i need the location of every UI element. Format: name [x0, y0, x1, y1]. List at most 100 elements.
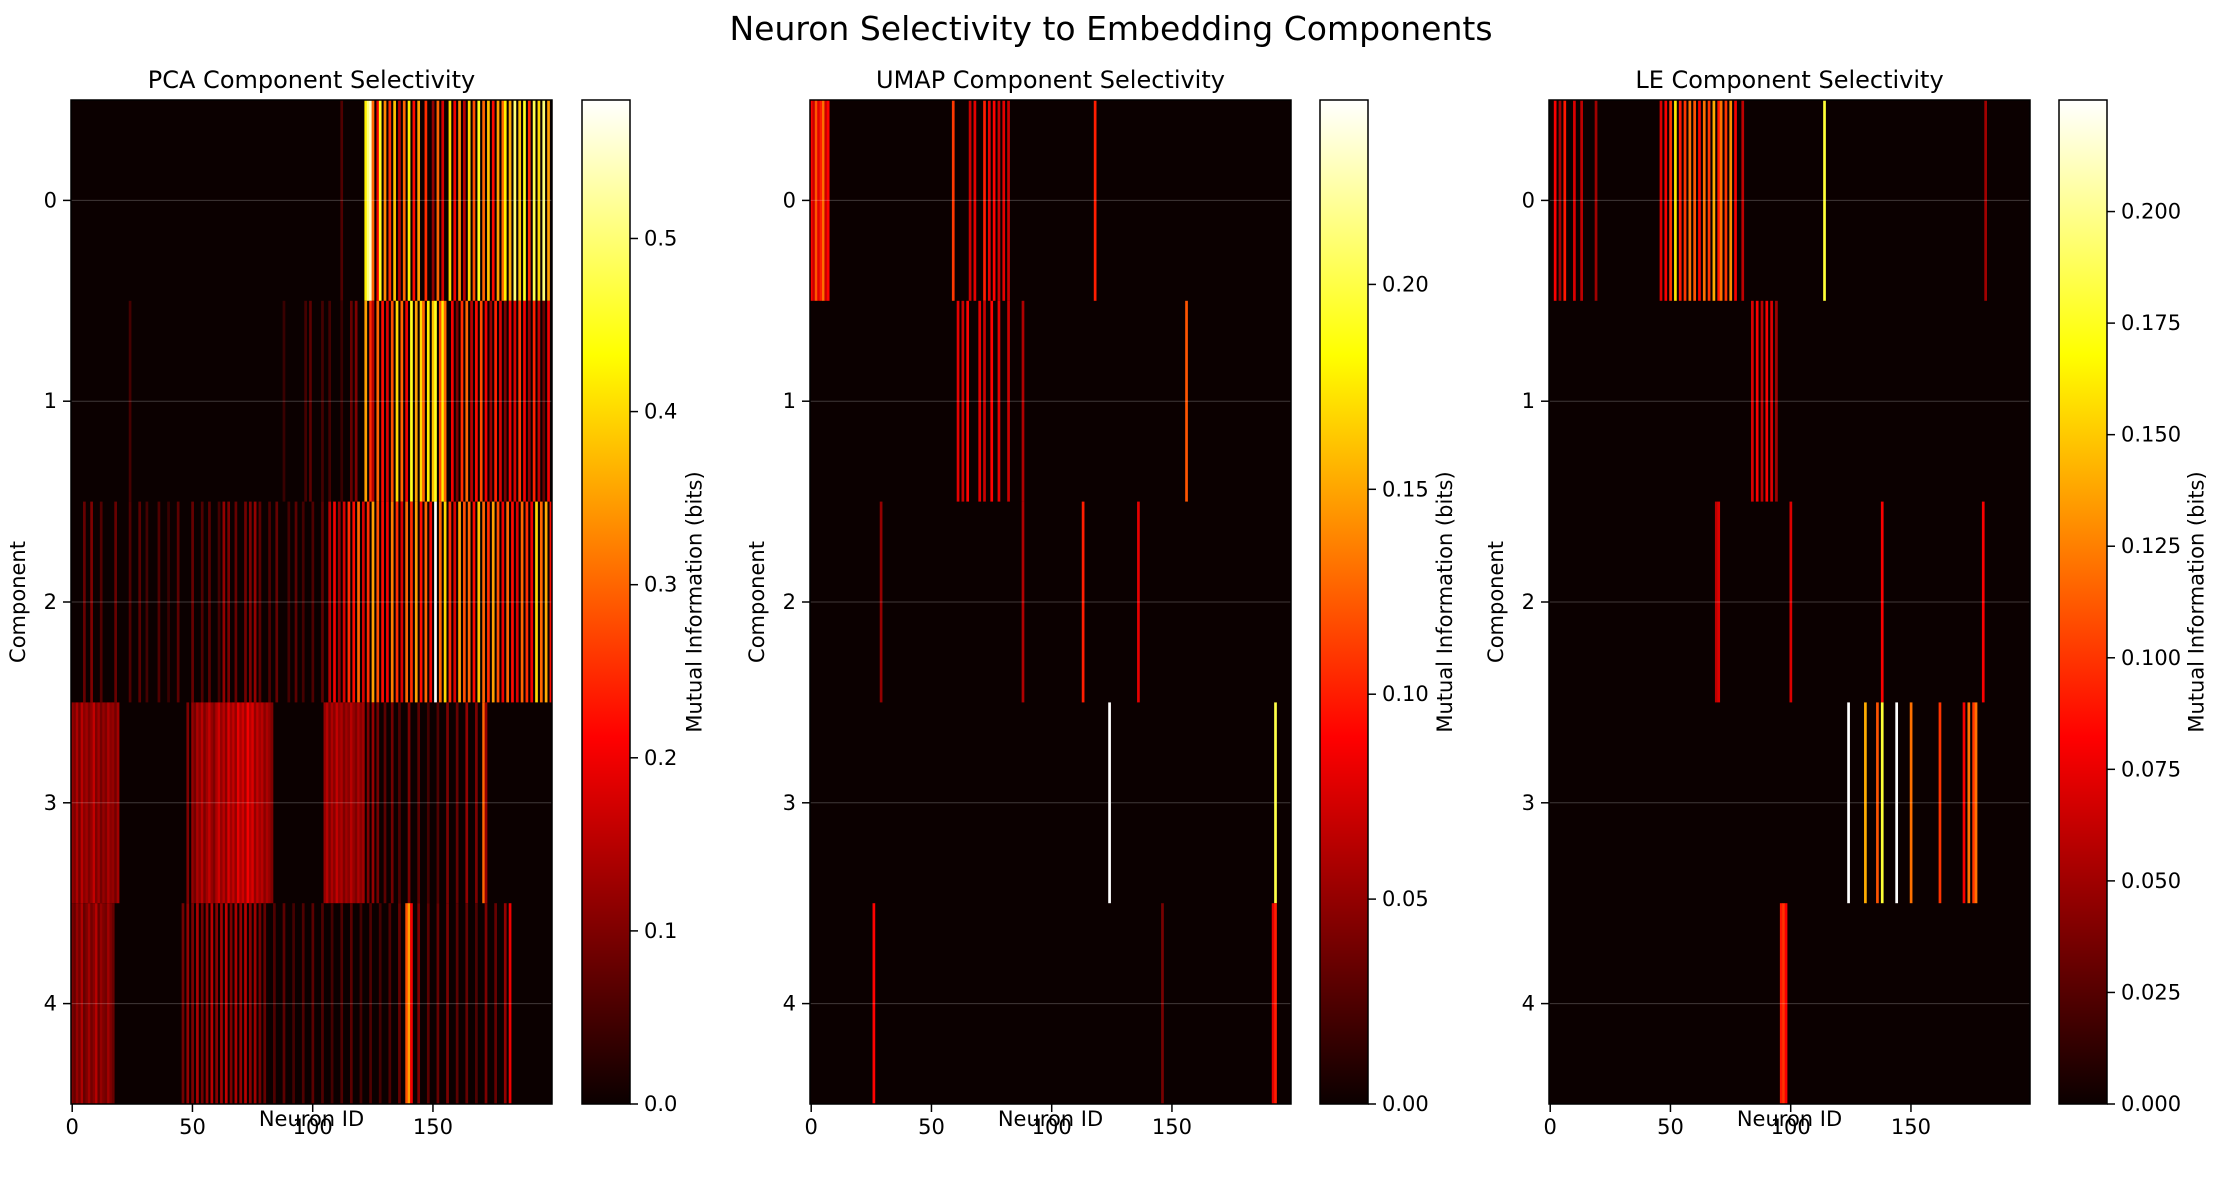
- heatmap-cell: [1712, 100, 1716, 301]
- y-tick-label: 0: [1522, 188, 1535, 212]
- heatmap-cell: [167, 501, 170, 703]
- heatmap-cell: [537, 300, 541, 502]
- y-tick-label: 3: [1522, 791, 1535, 815]
- heatmap-cell: [246, 702, 250, 904]
- x-axis-label: Neuron ID: [1737, 1107, 1842, 1131]
- heatmap-cell: [157, 501, 161, 703]
- y-axis-label: Component: [6, 541, 30, 663]
- x-axis-label: Neuron ID: [998, 1107, 1103, 1131]
- colorbar-tick-label: 0.00: [1382, 1092, 1429, 1116]
- heatmap-cell: [301, 501, 305, 703]
- heatmap-cell: [275, 501, 279, 703]
- heatmap-cell: [494, 903, 497, 1104]
- x-axis-label: Neuron ID: [259, 1107, 364, 1131]
- colorbar-tick-label: 0.150: [2121, 423, 2181, 447]
- heatmap-cell: [75, 702, 79, 904]
- heatmap-cell: [381, 501, 384, 703]
- heatmap-cell: [349, 702, 353, 904]
- heatmap-cell: [441, 100, 445, 301]
- heatmap-cell: [1775, 300, 1778, 502]
- heatmap-cell: [234, 501, 238, 703]
- heatmap-cell: [513, 100, 517, 301]
- heatmap-cell: [1021, 300, 1025, 502]
- heatmap-cell: [405, 903, 408, 1104]
- heatmap-cell: [347, 702, 351, 904]
- x-tick-label: 100: [1771, 1115, 1811, 1139]
- heatmap-cell: [227, 702, 231, 904]
- heatmap-cell: [1770, 300, 1773, 502]
- heatmap-cell: [265, 702, 269, 904]
- colorbar-frame: [581, 99, 631, 1105]
- heatmap-cell: [455, 702, 459, 904]
- heatmap-cell: [205, 702, 209, 904]
- heatmap-cell: [191, 501, 194, 703]
- heatmap-cell: [814, 100, 818, 301]
- heatmap-cell: [434, 300, 437, 502]
- heatmap-cell: [400, 300, 404, 502]
- heatmap-cell: [819, 100, 823, 301]
- heatmap-cell: [99, 903, 103, 1104]
- heatmap-cell: [210, 702, 214, 904]
- heatmap-cell: [261, 702, 264, 904]
- heatmap-cell: [1185, 300, 1188, 502]
- heatmap-cell: [527, 300, 531, 502]
- panel-title: UMAP Component Selectivity: [876, 66, 1225, 94]
- heatmap-cell: [479, 300, 483, 502]
- heatmap-cell: [501, 100, 505, 301]
- heatmap-cell: [268, 501, 271, 703]
- heatmap-cell: [973, 100, 977, 301]
- heatmap-cell: [826, 100, 830, 301]
- heatmap-cell: [244, 501, 247, 703]
- heatmap-cell: [1108, 702, 1111, 904]
- heatmap-cell: [532, 300, 536, 502]
- heatmap-cell: [968, 100, 972, 301]
- heatmap-cell: [1974, 702, 1978, 904]
- heatmap-cell: [200, 903, 204, 1104]
- heatmap-cell: [205, 903, 209, 1104]
- heatmap-cell: [200, 702, 204, 904]
- heatmap-cell: [1729, 100, 1733, 301]
- heatmap-cell: [405, 501, 408, 703]
- heatmap-cell: [817, 100, 820, 301]
- heatmap-cell: [102, 903, 105, 1104]
- heatmap-cell: [1724, 100, 1728, 301]
- heatmap-cell: [222, 501, 226, 703]
- heatmap-cell: [1765, 300, 1769, 502]
- heatmap-cell: [371, 100, 375, 301]
- heatmap-cell: [328, 501, 332, 703]
- heatmap-cell: [527, 100, 531, 301]
- heatmap-cell: [448, 501, 452, 703]
- heatmap-cell: [301, 903, 305, 1104]
- heatmap-cell: [97, 903, 101, 1104]
- heatmap-cell: [410, 300, 413, 502]
- heatmap-cell: [248, 903, 252, 1104]
- heatmap-cell: [244, 903, 247, 1104]
- heatmap-cell: [1678, 100, 1682, 301]
- x-tick-label: 100: [293, 1115, 333, 1139]
- heatmap-cell: [1093, 100, 1097, 301]
- heatmap-cell: [1688, 100, 1692, 301]
- heatmap-cell: [477, 100, 481, 301]
- colorbar-tick-label: 0.10: [1382, 682, 1429, 706]
- heatmap-cell: [345, 702, 348, 904]
- y-axis-label: Component: [745, 541, 769, 663]
- heatmap-cell: [186, 702, 190, 904]
- heatmap-cell: [311, 903, 315, 1104]
- heatmap-cell: [371, 501, 375, 703]
- heatmap-cell: [431, 100, 435, 301]
- colorbar-tick-label: 0.3: [644, 573, 677, 597]
- heatmap-cell: [393, 100, 396, 301]
- heatmap-cell: [477, 501, 481, 703]
- heatmap-cell: [362, 501, 365, 703]
- heatmap-cell: [200, 501, 204, 703]
- heatmap-cell: [503, 100, 507, 301]
- heatmap-cell: [467, 501, 471, 703]
- heatmap-cell: [92, 702, 96, 904]
- heatmap-cell: [330, 903, 334, 1104]
- heatmap-cell: [311, 501, 315, 703]
- heatmap-cell: [253, 903, 257, 1104]
- heatmap-cell: [523, 300, 526, 502]
- heatmap-cell: [518, 100, 522, 301]
- heatmap-cell: [879, 501, 883, 703]
